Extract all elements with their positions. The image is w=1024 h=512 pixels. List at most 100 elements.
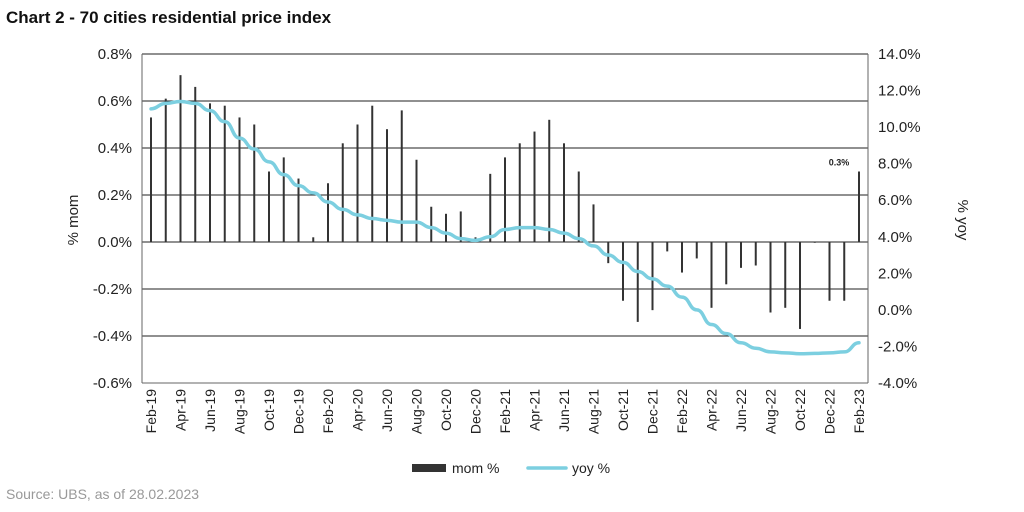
mom-bar-mar-22 <box>695 242 698 259</box>
mom-bar-aug-22 <box>769 242 772 313</box>
left-tick-labels: 0.8% 0.6% 0.4% 0.2% 0.0% -0.2% -0.4% -0.6% <box>93 46 132 392</box>
x-tick-label: Aug-20 <box>409 389 425 434</box>
mom-bar-jun-19 <box>209 103 211 242</box>
x-tick-label: Aug-19 <box>232 389 248 434</box>
x-tick-label: Oct-22 <box>792 389 808 431</box>
y2-tick-label: 4.0% <box>878 229 912 246</box>
mom-bar-oct-20 <box>445 213 447 242</box>
mom-bar-dec-19 <box>297 178 300 242</box>
mom-bar-sep-20 <box>430 206 433 242</box>
mom-bar-jul-19 <box>223 105 226 242</box>
annotation-label: 0.3% <box>829 158 850 168</box>
x-tick-label: Oct-21 <box>615 389 631 431</box>
legend: mom % yoy % <box>412 460 610 476</box>
x-tick-label: Jun-19 <box>202 389 218 432</box>
mom-bar-apr-20 <box>356 124 359 242</box>
x-tick-label: Jun-22 <box>733 389 749 432</box>
mom-bar-mar-21 <box>518 143 521 242</box>
x-tick-label: Feb-19 <box>143 389 159 434</box>
mom-bar-apr-19 <box>179 75 182 243</box>
mom-bar-jan-22 <box>666 242 669 252</box>
y-tick-label: -0.2% <box>93 281 132 298</box>
mom-bar-jun-22 <box>740 242 742 268</box>
legend-label-mom: mom % <box>452 460 499 476</box>
x-tick-label: Apr-21 <box>527 389 543 431</box>
y2-tick-label: 0.0% <box>878 302 912 319</box>
x-tick-label: Oct-20 <box>438 389 454 431</box>
mom-bar-sep-19 <box>253 124 256 242</box>
mom-bar-nov-19 <box>282 157 285 242</box>
x-tick-label: Apr-22 <box>704 389 720 431</box>
y2-tick-label: 12.0% <box>878 83 921 100</box>
mom-bar-jun-21 <box>563 143 565 242</box>
mom-bar-sep-21 <box>607 242 610 264</box>
x-tick-label: Jun-20 <box>379 389 395 432</box>
y-tick-label: 0.8% <box>98 46 132 63</box>
mom-bar-oct-19 <box>268 171 270 242</box>
y2-tick-label: -4.0% <box>878 375 917 392</box>
x-tick-label: Feb-23 <box>851 389 867 434</box>
y-tick-label: -0.4% <box>93 328 132 345</box>
mom-bar-may-21 <box>548 119 551 242</box>
x-tick-label: Dec-19 <box>291 389 307 434</box>
mom-bar-feb-21 <box>504 157 506 242</box>
y2-tick-label: 2.0% <box>878 265 912 282</box>
x-tick-label: Dec-21 <box>645 389 661 434</box>
y2-tick-label: 14.0% <box>878 46 921 63</box>
x-tick-label: Dec-22 <box>822 389 838 434</box>
mom-bar-feb-19 <box>150 117 152 242</box>
y2-tick-label: 10.0% <box>878 119 921 136</box>
y-tick-label: 0.2% <box>98 187 132 204</box>
x-tick-label: Feb-22 <box>674 389 690 434</box>
y2-tick-label: -2.0% <box>878 338 917 355</box>
mom-bar-aug-20 <box>415 159 418 242</box>
x-tick-label: Apr-19 <box>173 389 189 431</box>
mom-bar-jan-23 <box>843 242 846 301</box>
mom-bar-jan-20 <box>312 237 315 242</box>
mom-bar-mar-19 <box>164 98 167 243</box>
mom-bar-oct-22 <box>799 242 801 329</box>
x-tick-label: Dec-20 <box>468 389 484 434</box>
y-tick-label: 0.4% <box>98 140 132 157</box>
mom-bar-jan-21 <box>489 173 492 242</box>
source-note: Source: UBS, as of 28.02.2023 <box>6 486 200 502</box>
x-tick-label: Feb-21 <box>497 389 513 434</box>
mom-bar-aug-19 <box>238 117 241 242</box>
mom-bar-aug-21 <box>592 204 595 242</box>
mom-bar-dec-21 <box>651 242 654 311</box>
y2-axis-label: % yoy <box>954 200 971 241</box>
mom-bar-feb-23 <box>858 171 860 242</box>
x-tick-label: Jun-21 <box>556 389 572 432</box>
mom-bar-jul-21 <box>577 171 580 242</box>
mom-bar-apr-22 <box>710 242 713 308</box>
x-tick-label: Aug-21 <box>586 389 602 434</box>
mom-bar-nov-22 <box>813 242 816 243</box>
yoy-line <box>149 99 861 356</box>
x-tick-label: Feb-20 <box>320 389 336 434</box>
mom-bar-may-22 <box>725 242 728 285</box>
y-tick-label: -0.6% <box>93 375 132 392</box>
mom-bar-nov-21 <box>636 242 639 322</box>
mom-bar-apr-21 <box>533 131 536 242</box>
x-tick-label: Apr-20 <box>350 389 366 431</box>
y2-tick-label: 6.0% <box>878 192 912 209</box>
y-tick-label: 0.6% <box>98 93 132 110</box>
mom-bar-nov-20 <box>459 211 462 242</box>
x-tick-label: Oct-19 <box>261 389 277 431</box>
y-axis-label: % mom <box>65 195 82 246</box>
y2-tick-label: 8.0% <box>878 156 912 173</box>
x-tick-label: Aug-22 <box>763 389 779 434</box>
mom-bar-jun-20 <box>386 129 388 242</box>
legend-label-yoy: yoy % <box>572 460 610 476</box>
mom-bar-dec-22 <box>828 242 831 301</box>
legend-swatch-mom <box>412 464 446 472</box>
mom-bar-feb-20 <box>327 183 329 242</box>
mom-bar-jul-22 <box>754 242 757 266</box>
mom-bar-may-20 <box>371 105 374 242</box>
mom-bar-may-19 <box>194 86 197 243</box>
x-tick-labels: Feb-19 Apr-19 Jun-19 Aug-19 Oct-19 Dec-19 Feb-… <box>143 389 867 434</box>
mom-bar-sep-22 <box>784 242 787 308</box>
y-tick-label: 0.0% <box>98 234 132 251</box>
chart-title: Chart 2 - 70 cities residential price in… <box>6 8 332 27</box>
